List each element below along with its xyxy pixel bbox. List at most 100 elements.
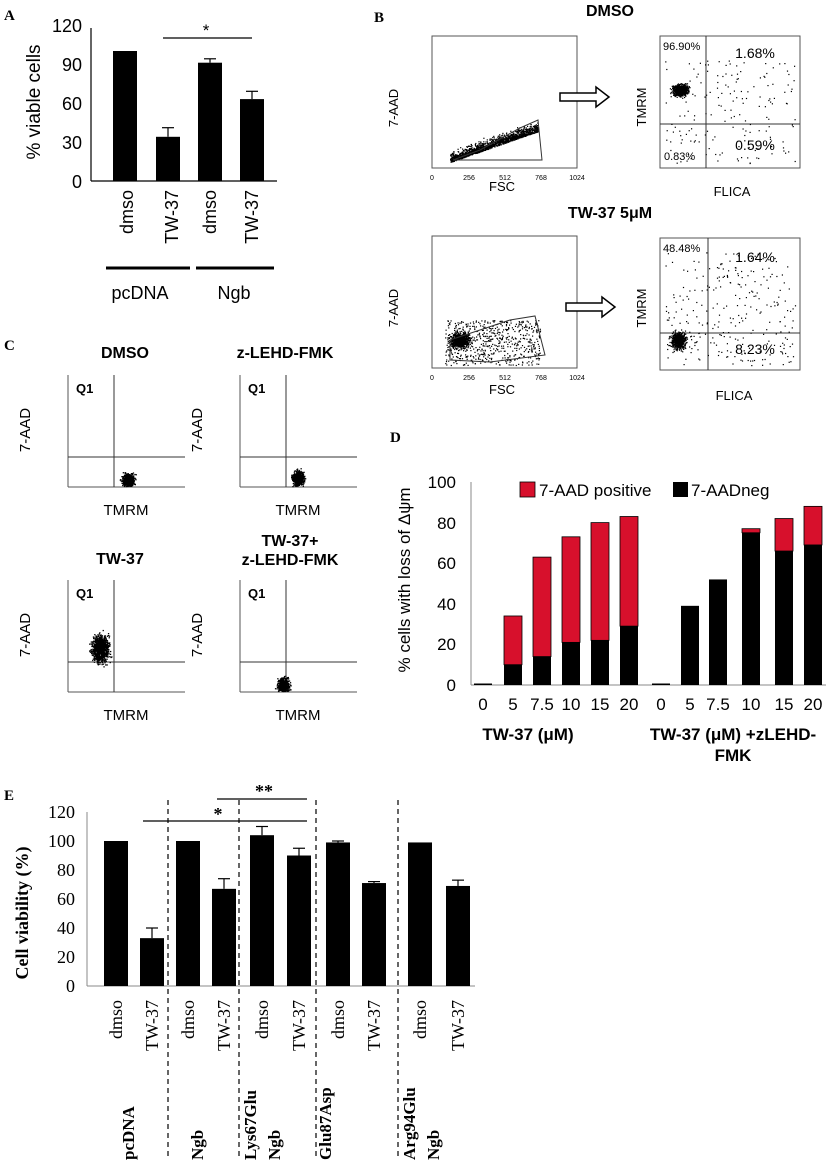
panel-c-plot: DMSO Q1 7-AAD TMRM xyxy=(17,345,185,519)
panel-d-bar-7aadneg xyxy=(533,656,551,685)
panel-c-q1-label: Q1 xyxy=(248,381,265,396)
panel-d-xtick: 5 xyxy=(508,695,517,714)
panel-a: A % viable cells 0 30 60 90 120 dmso TW-… xyxy=(4,8,277,303)
panel-e-group-label: Glu87Asp xyxy=(316,1087,335,1160)
panel-b-scatter-flica-tw37: TMRM FLICA 48.48% 1.64% 8.23% xyxy=(634,237,801,403)
panel-c-ylabel: 7-AAD xyxy=(17,408,34,452)
panel-d-y-ticks: 0 20 40 60 80 100 xyxy=(428,473,456,695)
panel-e-xtick: TW-37 xyxy=(214,1000,234,1051)
panel-e-xtick: TW-37 xyxy=(364,1000,384,1051)
panel-d-bars xyxy=(474,505,823,685)
panel-d-group2-label: FMK xyxy=(715,746,753,765)
panel-d-bar-7aadpos xyxy=(561,536,581,643)
panel-e-xtick: dmso xyxy=(106,1000,126,1039)
panel-d-ytick: 80 xyxy=(437,514,456,533)
panel-b-scatter-flica-dmso: TMRM FLICA 96.90% 1.68% 0.83% 0.59% xyxy=(634,35,801,199)
panel-b-q-ur: 1.64% xyxy=(735,249,775,265)
panel-a-xtick: TW-37 xyxy=(162,190,182,244)
panel-b-q-ll: 0.83% xyxy=(664,151,695,163)
panel-a-sig-star: * xyxy=(203,21,210,40)
panel-b-xtick: 768 xyxy=(535,375,547,382)
panel-d-bar-7aadneg xyxy=(591,640,609,685)
panel-c-xlabel: TMRM xyxy=(104,502,149,519)
panel-e-x-ticks: dmso TW-37 dmso TW-37 dmso TW-37 dmso TW-37 dmso… xyxy=(106,1000,468,1051)
panel-e-group-label: Lys67Glu xyxy=(241,1090,260,1160)
panel-d-ytick: 40 xyxy=(437,595,456,614)
panel-d-letter: D xyxy=(390,430,401,446)
panel-c-plot-title: TW-37 xyxy=(96,551,144,568)
panel-d-bar-7aadneg xyxy=(652,683,670,685)
panel-d-bar-7aadpos xyxy=(803,505,823,546)
panel-c-xlabel: TMRM xyxy=(276,707,321,724)
panel-b: B DMSO 7-AAD FSC 0 256 512 768 1024 TMRM… xyxy=(374,3,801,403)
panel-e: E Cell viability (%) 0 20 40 60 80 100 1… xyxy=(4,781,475,1160)
gate-arrow-icon xyxy=(565,295,617,319)
panel-a-y-ticks: 0 30 60 90 120 xyxy=(52,16,82,192)
panel-d-xtick: 15 xyxy=(591,695,610,714)
panel-e-ytick: 0 xyxy=(66,976,75,996)
panel-e-group-label: Ngb xyxy=(424,1130,443,1160)
panel-d-xtick: 20 xyxy=(804,695,823,714)
panel-b-xtick: 512 xyxy=(499,175,511,182)
panel-e-y-ticks: 0 20 40 60 80 100 120 xyxy=(48,802,75,996)
panel-e-bar xyxy=(176,841,200,986)
panel-e-bar xyxy=(287,855,311,986)
panel-b-title-tw37: TW-37 5μM xyxy=(568,205,652,222)
panel-e-sig-star-1: * xyxy=(214,804,223,824)
panel-d-xtick: 0 xyxy=(478,695,487,714)
panel-b-xtick: 768 xyxy=(535,175,547,182)
panel-c-q1-label: Q1 xyxy=(76,381,93,396)
panel-e-ytick: 120 xyxy=(48,802,75,822)
panel-e-bar xyxy=(104,841,128,986)
panel-a-ytick: 30 xyxy=(62,133,82,153)
panel-d-bar-7aadpos xyxy=(774,518,794,552)
panel-a-letter: A xyxy=(4,8,15,24)
panel-e-xtick: TW-37 xyxy=(448,1000,468,1051)
panel-c-q1-label: Q1 xyxy=(76,586,93,601)
panel-d-group1-label: TW-37 (μM) xyxy=(482,725,573,744)
panel-d-x-ticks: 0 5 7.5 10 15 20 0 5 7.5 10 15 20 xyxy=(478,695,822,714)
panel-d-bar-7aadneg xyxy=(474,683,492,685)
legend-label: 7-AADneg xyxy=(691,481,769,500)
panel-b-q-ur: 1.68% xyxy=(735,45,775,61)
panel-a-bars xyxy=(113,51,264,182)
panel-c-plot-title: z-LEHD-FMK xyxy=(242,552,339,569)
panel-e-bar xyxy=(362,883,386,986)
panel-c: C DMSOQ17-AADTMRMz-LEHD-FMKQ17-AADTMRMTW… xyxy=(4,338,357,724)
panel-c-plot: z-LEHD-FMK Q1 7-AAD TMRM xyxy=(189,345,357,519)
panel-d-bar-7aadneg xyxy=(620,626,638,685)
panel-a-bar xyxy=(240,99,264,181)
panel-e-ylabel: Cell viability (%) xyxy=(12,847,33,980)
panel-c-plot-title: TW-37+ xyxy=(261,533,318,550)
panel-d-bar-7aadpos xyxy=(503,615,523,666)
panel-b-left-xlabel: FSC xyxy=(489,179,515,194)
panel-b-q-ul: 48.48% xyxy=(663,243,701,255)
panel-d-bar-7aadneg xyxy=(742,532,760,685)
panel-b-left-xlabel: FSC xyxy=(489,382,515,397)
panel-e-group-label: Ngb xyxy=(265,1130,284,1160)
panel-d-bar-7aadpos xyxy=(619,516,639,627)
panel-b-right-ylabel: TMRM xyxy=(634,289,649,328)
panel-a-ytick: 90 xyxy=(62,55,82,75)
panel-d-xtick: 7.5 xyxy=(530,695,554,714)
panel-d-ytick: 20 xyxy=(437,635,456,654)
panel-c-plot: TW-37 Q1 7-AAD TMRM xyxy=(17,551,185,724)
panel-c-letter: C xyxy=(4,338,15,354)
panel-b-right-xlabel: FLICA xyxy=(714,184,751,199)
panel-b-letter: B xyxy=(374,10,384,26)
panel-e-group-label: Ngb xyxy=(188,1130,207,1160)
legend-swatch-red xyxy=(519,481,536,498)
panel-e-bar xyxy=(212,888,236,986)
panel-a-bar xyxy=(156,136,180,181)
gate-arrow-icon xyxy=(559,85,611,109)
panel-e-xtick: dmso xyxy=(178,1000,198,1039)
panel-d-xtick: 20 xyxy=(620,695,639,714)
panel-d-xtick: 0 xyxy=(656,695,665,714)
panel-a-ytick: 120 xyxy=(52,16,82,36)
panel-e-sig-star-2: ** xyxy=(255,781,273,801)
panel-e-separators xyxy=(167,800,399,1160)
panel-c-ylabel: 7-AAD xyxy=(189,613,206,657)
panel-b-xtick: 0 xyxy=(430,375,434,382)
panel-a-group-label: pcDNA xyxy=(111,283,168,303)
panel-d-bar-7aadneg xyxy=(681,605,699,685)
